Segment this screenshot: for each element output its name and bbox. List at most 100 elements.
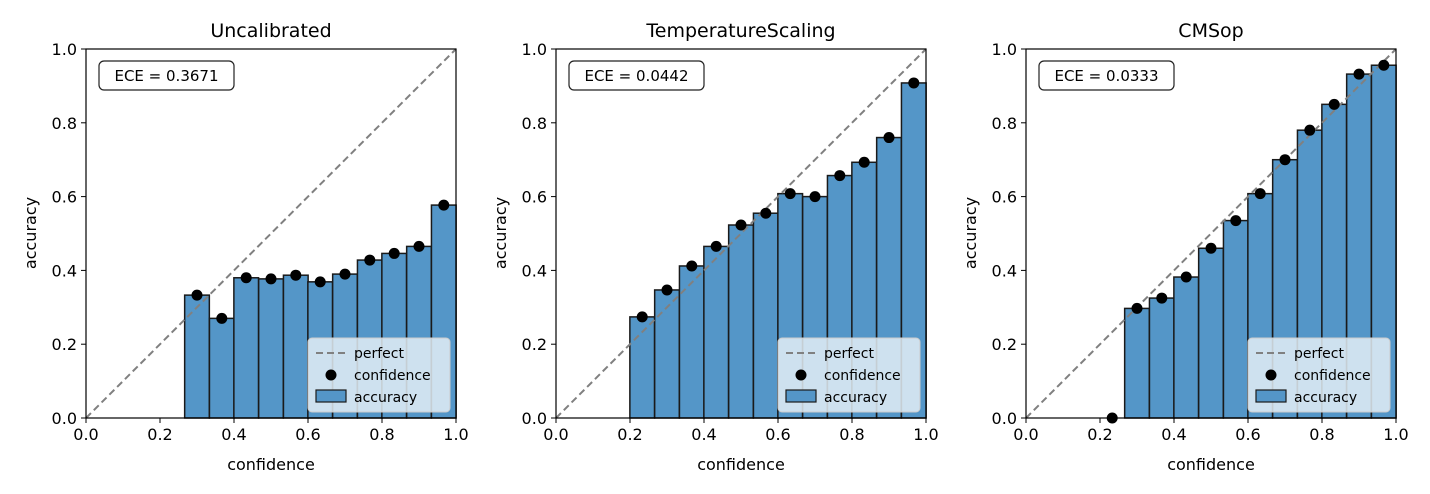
x-axis-label: confidence (697, 455, 785, 474)
x-tick-label: 0.6 (765, 425, 790, 444)
x-tick-label: 0.4 (1161, 425, 1186, 444)
confidence-point (883, 132, 895, 144)
x-tick-label: 0.0 (543, 425, 568, 444)
legend-accuracy-swatch (785, 389, 817, 403)
y-tick-label: 0.0 (522, 409, 547, 428)
x-axis-label: confidence (1167, 455, 1255, 474)
x-tick-label: 1.0 (913, 425, 938, 444)
plot-panel-uncalibrated: Uncalibrated 0.0 0.2 0.4 0.6 0.8 1.0 0.0 0.2 0.4… (21, 20, 469, 474)
ece-label: ECE = 0.0333 (1054, 67, 1158, 85)
ece-label: ECE = 0.3671 (114, 67, 218, 85)
confidence-point (1180, 271, 1192, 283)
x-tick-label: 1.0 (443, 425, 468, 444)
y-tick-label: 0.4 (522, 261, 547, 280)
confidence-point (240, 272, 252, 284)
x-tick-label: 0.8 (369, 425, 394, 444)
legend-perfect-label: perfect (354, 346, 404, 362)
confidence-point (1131, 302, 1143, 314)
y-tick-label: 0.6 (52, 188, 77, 207)
x-tick-label: 1.0 (1383, 425, 1408, 444)
perfect-calibration-line (85, 48, 457, 419)
confidence-point (686, 260, 698, 272)
x-tick-label: 0.4 (221, 425, 246, 444)
perfect-calibration-line (1025, 48, 1397, 419)
x-tick-label: 0.6 (1235, 425, 1260, 444)
confidence-point (636, 311, 648, 323)
y-tick-label: 1.0 (522, 40, 547, 59)
accuracy-bar (1197, 247, 1225, 419)
y-tick-label: 1.0 (52, 40, 77, 59)
confidence-point (1254, 188, 1266, 200)
confidence-point (1156, 292, 1168, 304)
confidence-point (216, 312, 228, 324)
confidence-point (1279, 154, 1291, 166)
accuracy-bar (1222, 219, 1249, 419)
confidence-point (191, 289, 203, 301)
accuracy-bar (1148, 297, 1175, 419)
accuracy-bar (1123, 307, 1151, 419)
y-tick-label: 0.2 (522, 335, 547, 354)
y-tick-label: 0.6 (992, 188, 1017, 207)
legend-accuracy-swatch (1255, 389, 1287, 403)
legend-confidence-label: confidence (354, 368, 431, 384)
x-tick-label: 0.2 (147, 425, 172, 444)
legend-confidence-swatch (795, 369, 807, 381)
legend-accuracy-label: accuracy (824, 390, 887, 406)
accuracy-bar (678, 265, 705, 419)
accuracy-bar (653, 289, 681, 419)
ece-label: ECE = 0.0442 (584, 67, 688, 85)
y-axis-label: accuracy (21, 197, 40, 269)
plot-panel-cmsop: CMSop 0.0 0.2 0.4 0.6 0.8 1.0 0.0 0.2 0.4 0.6 0.8 1… (961, 20, 1409, 474)
x-tick-label: 0.0 (1013, 425, 1038, 444)
x-axis-label: confidence (227, 455, 315, 474)
plot-title: CMSop (1178, 20, 1243, 42)
accuracy-bar (727, 224, 755, 419)
confidence-point (413, 240, 425, 252)
confidence-point (290, 269, 302, 281)
y-axis-label: accuracy (491, 197, 510, 269)
y-tick-label: 0.8 (52, 114, 77, 133)
y-tick-label: 0.2 (52, 335, 77, 354)
accuracy-bar (1173, 276, 1200, 419)
axes-frame (85, 48, 457, 419)
plot-panel-temperature-scaling: TemperatureScaling 0.0 0.2 0.4 0.6 0.8 1.0 0.0… (491, 20, 939, 474)
y-tick-label: 0.4 (52, 261, 77, 280)
y-tick-label: 1.0 (992, 40, 1017, 59)
x-tick-label: 0.8 (839, 425, 864, 444)
confidence-point (858, 156, 870, 168)
legend-confidence-swatch (1265, 369, 1277, 381)
legend-accuracy-label: accuracy (1294, 390, 1357, 406)
ece-box (1038, 60, 1175, 91)
confidence-point (661, 284, 673, 296)
legend-accuracy-swatch (315, 389, 347, 403)
confidence-point (1205, 242, 1217, 254)
confidence-point (1304, 124, 1316, 136)
accuracy-bar (257, 278, 285, 419)
confidence-point (760, 207, 772, 219)
x-tick-label: 0.2 (617, 425, 642, 444)
y-tick-label: 0.4 (992, 261, 1017, 280)
legend-confidence-swatch (325, 369, 337, 381)
confidence-point (364, 254, 376, 266)
axes-frame (555, 48, 927, 419)
y-tick-label: 0.0 (992, 409, 1017, 428)
y-tick-label: 0.8 (992, 114, 1017, 133)
legend-perfect-label: perfect (1294, 346, 1344, 362)
y-tick-label: 0.2 (992, 335, 1017, 354)
axes-frame (1025, 48, 1397, 419)
accuracy-bar (282, 274, 309, 419)
confidence-point (1353, 68, 1365, 80)
x-tick-label: 0.2 (1087, 425, 1112, 444)
y-axis-label: accuracy (961, 197, 980, 269)
legend-accuracy-label: accuracy (354, 390, 417, 406)
accuracy-bar (233, 277, 260, 419)
legend-perfect-label: perfect (824, 346, 874, 362)
plot-title: TemperatureScaling (645, 20, 835, 42)
accuracy-bar (703, 245, 730, 419)
y-tick-label: 0.8 (522, 114, 547, 133)
confidence-point (1328, 98, 1340, 110)
x-tick-label: 0.8 (1309, 425, 1334, 444)
accuracy-bar (752, 212, 779, 419)
confidence-point (784, 188, 796, 200)
